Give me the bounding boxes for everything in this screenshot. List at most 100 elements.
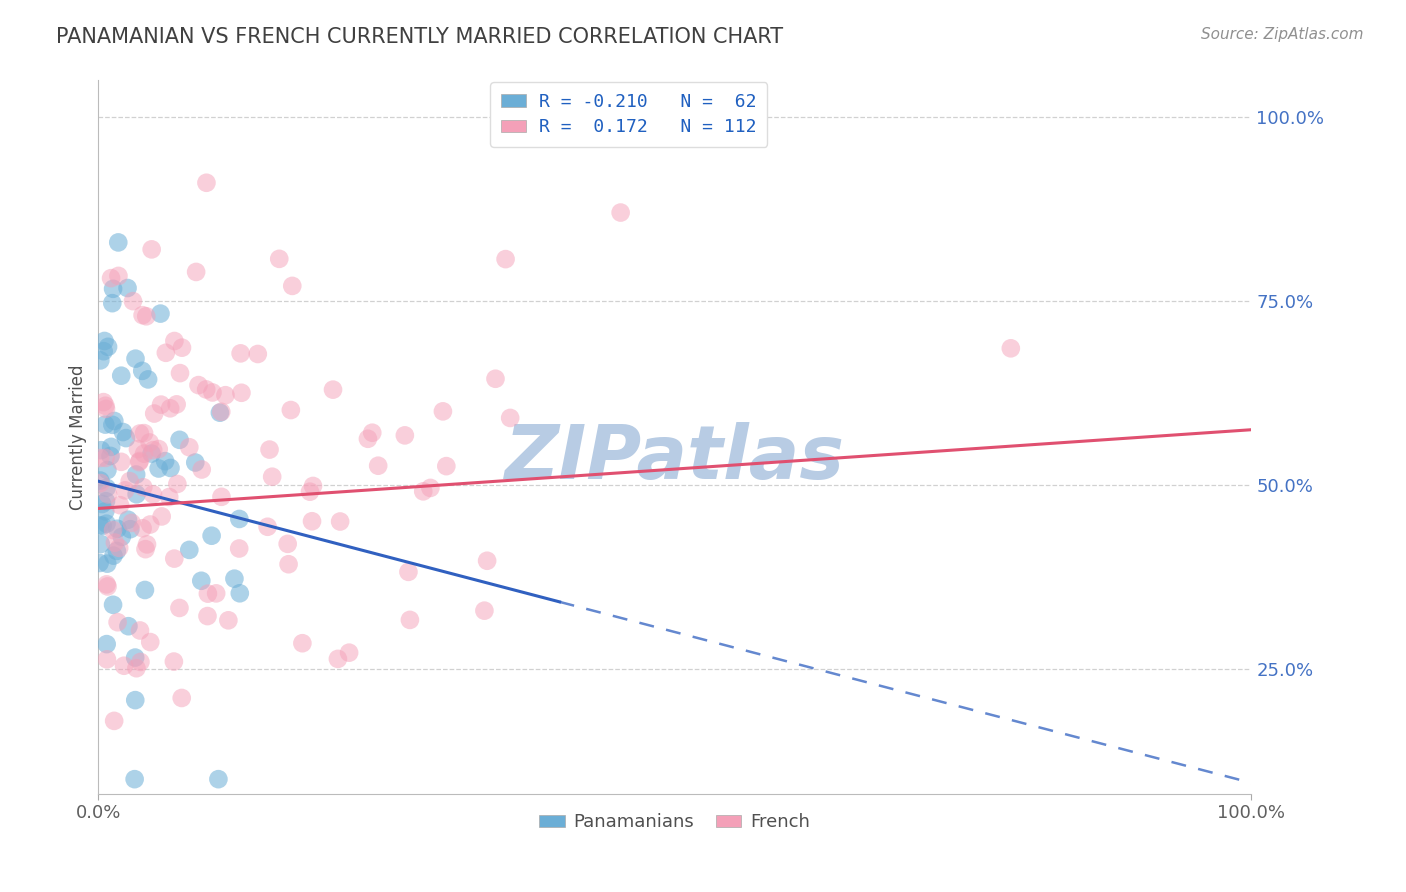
Point xyxy=(474,604,496,618)
Point xyxy=(97,340,120,354)
Point xyxy=(412,484,434,499)
Point xyxy=(1000,341,1022,355)
Point xyxy=(302,479,325,493)
Point xyxy=(90,537,112,551)
Point xyxy=(141,447,163,461)
Point xyxy=(105,522,128,536)
Point xyxy=(89,450,111,465)
Point xyxy=(110,455,132,469)
Point xyxy=(214,388,236,402)
Point xyxy=(124,772,146,787)
Point xyxy=(118,474,141,488)
Point xyxy=(89,353,111,368)
Point xyxy=(131,308,153,322)
Point xyxy=(112,658,135,673)
Point xyxy=(163,551,186,566)
Point xyxy=(135,310,157,324)
Point xyxy=(108,541,131,555)
Point xyxy=(117,281,139,295)
Point xyxy=(228,541,250,556)
Point xyxy=(197,609,219,624)
Point xyxy=(105,544,128,558)
Point xyxy=(394,428,416,442)
Point xyxy=(224,572,246,586)
Point xyxy=(190,462,212,476)
Text: ZIPatlas: ZIPatlas xyxy=(505,422,845,495)
Point xyxy=(179,440,201,454)
Point xyxy=(197,587,219,601)
Point xyxy=(111,425,134,439)
Point xyxy=(609,205,631,219)
Point xyxy=(163,334,186,348)
Point xyxy=(111,530,134,544)
Point xyxy=(361,425,384,440)
Point xyxy=(103,414,125,428)
Point xyxy=(115,431,138,445)
Point xyxy=(259,442,281,457)
Point xyxy=(121,516,143,530)
Point xyxy=(166,477,188,491)
Point xyxy=(280,403,302,417)
Point xyxy=(114,483,136,498)
Point xyxy=(169,601,191,615)
Point xyxy=(256,520,278,534)
Point xyxy=(367,458,389,473)
Point xyxy=(139,635,162,649)
Point xyxy=(94,399,117,413)
Point xyxy=(100,440,122,454)
Point xyxy=(399,613,422,627)
Point xyxy=(231,385,253,400)
Point xyxy=(132,447,155,461)
Point xyxy=(107,235,129,250)
Point xyxy=(101,417,124,432)
Point xyxy=(322,383,344,397)
Point xyxy=(97,487,120,501)
Point xyxy=(131,364,153,378)
Point xyxy=(228,512,250,526)
Point xyxy=(131,521,153,535)
Point xyxy=(434,459,457,474)
Legend: Panamanians, French: Panamanians, French xyxy=(533,806,817,838)
Point xyxy=(93,395,115,409)
Point xyxy=(269,252,291,266)
Point xyxy=(157,490,180,504)
Point xyxy=(96,637,118,651)
Point xyxy=(211,490,233,504)
Point xyxy=(184,456,207,470)
Point xyxy=(142,487,165,501)
Point xyxy=(124,650,146,665)
Point xyxy=(432,404,454,418)
Point xyxy=(124,693,146,707)
Point xyxy=(166,397,188,411)
Point xyxy=(103,549,125,563)
Point xyxy=(101,282,124,296)
Point xyxy=(155,346,177,360)
Point xyxy=(96,481,118,495)
Text: Source: ZipAtlas.com: Source: ZipAtlas.com xyxy=(1201,27,1364,42)
Point xyxy=(301,514,323,528)
Point xyxy=(499,411,522,425)
Point xyxy=(148,442,170,456)
Point xyxy=(170,690,193,705)
Point xyxy=(139,517,162,532)
Point xyxy=(125,661,148,675)
Point xyxy=(127,442,149,456)
Point xyxy=(201,385,224,400)
Point xyxy=(495,252,517,266)
Point xyxy=(96,579,118,593)
Point xyxy=(101,296,124,310)
Point xyxy=(104,535,127,549)
Point xyxy=(117,619,139,633)
Point xyxy=(195,176,218,190)
Text: PANAMANIAN VS FRENCH CURRENTLY MARRIED CORRELATION CHART: PANAMANIAN VS FRENCH CURRENTLY MARRIED C… xyxy=(56,27,783,46)
Point xyxy=(136,372,159,386)
Point xyxy=(179,542,201,557)
Point xyxy=(169,433,191,447)
Point xyxy=(89,476,111,491)
Point xyxy=(148,461,170,475)
Point xyxy=(124,351,146,366)
Point xyxy=(89,518,111,533)
Point xyxy=(96,557,118,571)
Point xyxy=(96,463,118,477)
Point xyxy=(93,334,115,348)
